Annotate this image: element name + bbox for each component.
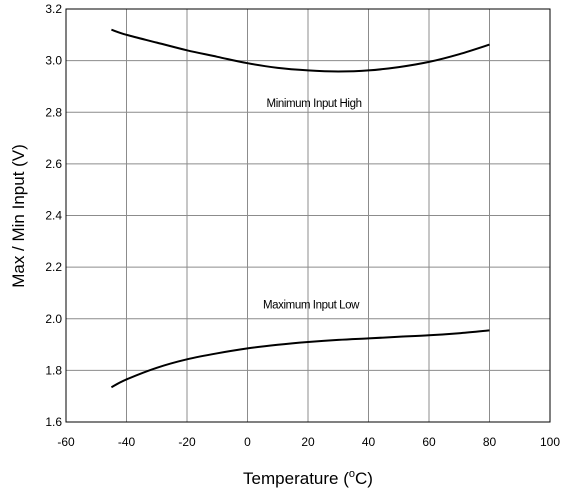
x-tick-label: -20 [178,435,196,449]
x-tick-label: -60 [57,435,75,449]
y-tick-label: 2.0 [45,312,62,326]
maximum-input-low-line [110,329,490,389]
grid-lines [66,9,550,422]
y-tick-labels: 1.6 1.8 2.0 2.2 2.4 2.6 2.8 3.0 3.2 [45,2,62,429]
y-tick-label: 2.2 [45,260,62,274]
y-tick-label: 2.6 [45,157,62,171]
x-tick-label: 0 [244,435,251,449]
y-axis-title: Max / Min Input (V) [9,144,28,288]
x-tick-labels: -60 -40 -20 0 20 40 60 80 100 [57,435,560,449]
x-tick-label: 80 [483,435,497,449]
x-tick-label: 40 [362,435,376,449]
y-tick-label: 2.4 [45,209,62,223]
y-tick-label: 2.8 [45,105,62,119]
x-tick-label: 100 [540,435,560,449]
y-tick-label: 1.6 [45,415,62,429]
series-annotation: Maximum Input Low [263,299,360,311]
y-tick-label: 1.8 [45,363,62,377]
y-tick-label: 3.2 [45,2,62,16]
y-tick-label: 3.0 [45,54,62,68]
minimum-input-high-line [111,28,490,73]
x-tick-label: 20 [301,435,315,449]
plot-frame [65,8,551,423]
series-lines [110,28,490,389]
x-tick-label: -40 [118,435,136,449]
annotations: Minimum Input High Maximum Input Low [263,98,362,311]
series-annotation: Minimum Input High [267,98,362,110]
x-tick-label: 60 [422,435,436,449]
x-axis-title: Temperature (oC) [243,468,373,488]
